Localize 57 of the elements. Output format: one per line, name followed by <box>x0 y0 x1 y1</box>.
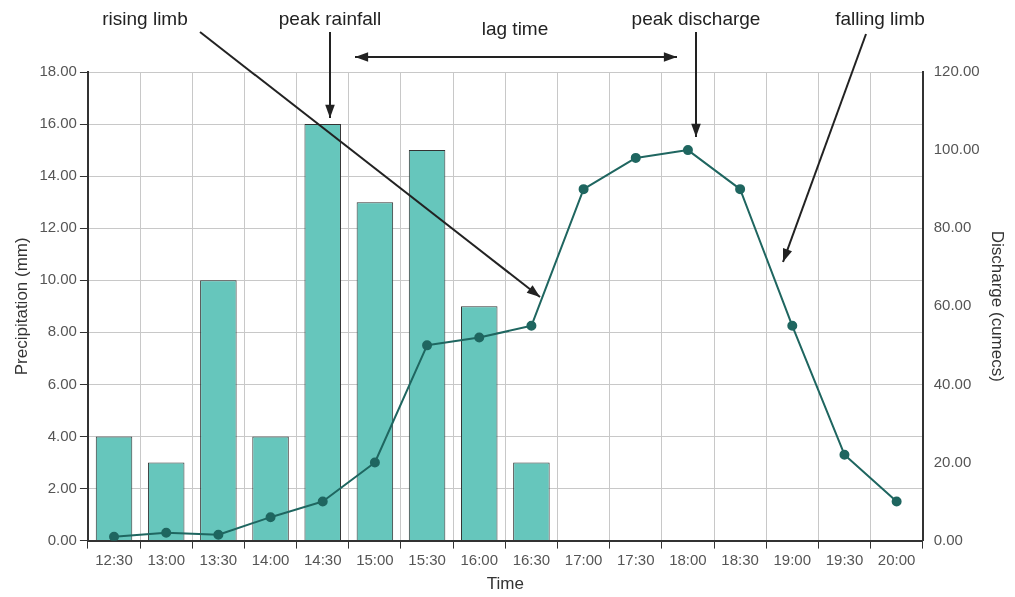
point <box>682 145 693 156</box>
x-tick-label: 16:30 <box>512 550 551 568</box>
y2-tick-label: 120.00 <box>933 62 980 80</box>
x-tick-label: 15:30 <box>408 550 446 568</box>
y2-tick-label: 80.00 <box>933 218 972 236</box>
y2-tick-label: 0.00 <box>933 530 963 548</box>
y-tick-label: 16.00 <box>39 114 77 132</box>
point <box>839 449 850 460</box>
y-tick-label: 12.00 <box>39 218 77 236</box>
y2-tick-label: 40.00 <box>933 374 972 392</box>
y2-tick-label: 60.00 <box>933 296 972 314</box>
y-tick-label: 0.00 <box>47 530 77 548</box>
x-tick-label: 20:00 <box>877 550 916 568</box>
text: peak discharge <box>631 8 761 30</box>
y-axis-title: Precipitation (mm) <box>11 237 31 376</box>
x-tick-label: 16:00 <box>460 550 499 568</box>
point <box>213 529 224 540</box>
y2-tick-label: 20.00 <box>933 452 972 470</box>
y-tick-label: 6.00 <box>47 374 77 392</box>
point <box>630 152 641 163</box>
x-tick-label: 12:30 <box>95 550 133 568</box>
text: peak rainfall <box>278 8 382 30</box>
x-tick-label: 19:00 <box>773 550 812 568</box>
point <box>526 320 537 331</box>
y-tick-label: 10.00 <box>39 270 77 288</box>
y-tick-label: 14.00 <box>39 166 77 184</box>
text: rising limb <box>102 8 188 30</box>
x-tick-label: 13:30 <box>199 550 238 568</box>
y-tick-label: 8.00 <box>47 322 77 340</box>
x-tick-label: 18:30 <box>721 550 759 568</box>
point <box>161 527 172 538</box>
text: falling limb <box>835 8 925 30</box>
x-tick-label: 14:30 <box>303 550 342 568</box>
point <box>735 184 746 195</box>
point <box>891 496 902 507</box>
y2-tick-label: 100.00 <box>933 140 980 158</box>
x-tick-label: 19:30 <box>825 550 864 568</box>
y-tick-label: 2.00 <box>47 478 77 496</box>
y2-axis-title: Discharge (cumecs) <box>988 230 1008 382</box>
x-tick-label: 15:00 <box>356 550 394 568</box>
point <box>109 531 120 541</box>
point <box>474 332 485 343</box>
point <box>422 340 433 351</box>
y-tick-label: 4.00 <box>47 426 77 444</box>
point <box>578 184 589 195</box>
x-tick-label: 17:30 <box>616 550 655 568</box>
text: lag time <box>481 18 549 40</box>
point <box>265 512 276 523</box>
x-tick-label: 17:00 <box>564 550 603 568</box>
point <box>369 457 380 468</box>
point <box>317 496 328 507</box>
x-tick-label: 18:00 <box>669 550 707 568</box>
y-tick-label: 18.00 <box>39 62 77 80</box>
point <box>787 320 798 331</box>
x-tick-label: 13:00 <box>147 550 185 568</box>
x-tick-label: 14:00 <box>251 550 290 568</box>
x-axis-title: Time <box>486 574 524 594</box>
